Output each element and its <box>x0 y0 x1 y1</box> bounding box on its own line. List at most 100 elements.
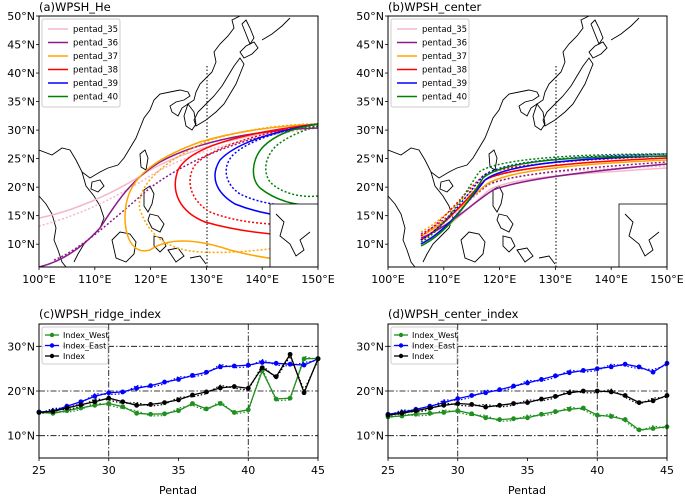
legend-marker <box>398 353 404 359</box>
x-tick-label: 45 <box>660 464 674 477</box>
data-point <box>259 365 265 371</box>
legend-marker <box>49 343 55 348</box>
data-point <box>413 408 419 414</box>
data-point <box>287 361 293 367</box>
data-point <box>413 411 419 417</box>
data-point <box>176 408 181 414</box>
lat-tick-label: 35°N <box>7 96 35 109</box>
inset-box <box>618 203 668 268</box>
inset-box <box>269 203 319 268</box>
data-point <box>399 410 405 416</box>
data-point <box>245 362 251 368</box>
data-point <box>148 402 154 407</box>
data-point <box>497 417 502 422</box>
panel-c-title: (c)WPSH_ridge_index <box>39 307 161 321</box>
data-point <box>539 411 544 417</box>
panel-d: (d)WPSH_center_index 10°N 20°N 30°N 25 30 35 4… <box>356 307 674 497</box>
data-point <box>106 401 112 406</box>
lon-tick-label: 120°E <box>483 273 516 286</box>
lat-tick-label: 20°N <box>356 181 384 194</box>
legend-label: Index_West <box>412 331 458 340</box>
data-point <box>650 398 656 404</box>
lon-tick-label: 150°E <box>650 273 683 286</box>
lat-tick-label: 50°N <box>7 10 35 23</box>
series-dotted-line <box>387 405 668 433</box>
lat-tick-label: 10°N <box>7 238 35 251</box>
data-point <box>594 366 600 372</box>
lon-tick-label: 140°E <box>594 273 627 286</box>
data-point <box>217 385 223 391</box>
lat-tick-label: 45°N <box>7 39 35 52</box>
lon-tick-label: 110°E <box>427 273 460 286</box>
x-tick-label: 30 <box>102 464 116 477</box>
data-point <box>455 396 461 401</box>
lat-tick-label: 30°N <box>356 124 384 137</box>
data-point <box>176 376 181 382</box>
lat-tick-label: 15°N <box>356 210 384 223</box>
data-point <box>92 393 98 399</box>
data-point <box>92 402 98 408</box>
data-point <box>134 402 140 408</box>
lat-tick-label: 25°N <box>356 153 384 166</box>
legend-marker <box>49 332 55 338</box>
x-tick-label: 30 <box>451 464 465 477</box>
data-point <box>455 401 461 406</box>
data-point <box>608 414 614 419</box>
data-point <box>566 406 572 412</box>
data-point <box>650 426 656 431</box>
data-point <box>231 384 237 389</box>
data-point <box>539 396 544 402</box>
legend-label: Index_West <box>63 331 109 340</box>
y-tick-label: 20°N <box>356 385 384 398</box>
x-tick-label: 40 <box>241 464 255 477</box>
chart-frame-c <box>38 323 319 459</box>
x-tick-label: 40 <box>590 464 604 477</box>
data-point <box>441 410 447 415</box>
data-point <box>594 388 600 394</box>
data-point <box>273 360 279 366</box>
lat-tick-label: 30°N <box>7 124 35 137</box>
data-point <box>525 400 530 406</box>
data-point <box>217 364 223 370</box>
legend-label: pentad_40 <box>73 93 118 103</box>
panel-c: (c)WPSH_ridge_index 10°N 20°N 30°N 25 30 35 40… <box>7 307 325 497</box>
y-tick-label: 10°N <box>7 430 35 443</box>
lat-tick-label: 20°N <box>7 181 35 194</box>
index-legend-d <box>390 326 458 365</box>
lon-tick-label: 130°E <box>539 273 572 286</box>
data-point <box>525 380 530 386</box>
data-point <box>497 402 502 408</box>
lon-tick-label: 140°E <box>245 273 278 286</box>
data-point <box>273 396 279 402</box>
lon-tick-label: 130°E <box>190 273 223 286</box>
data-point <box>427 410 433 416</box>
data-point <box>78 402 84 408</box>
data-point <box>162 400 167 406</box>
data-point <box>301 390 307 396</box>
legend-marker <box>398 343 404 348</box>
curve-pentad-40 <box>252 123 318 207</box>
data-point <box>204 389 209 395</box>
data-point <box>553 373 558 379</box>
lat-tick-label: 45°N <box>356 39 384 52</box>
x-tick-label: 25 <box>381 464 395 477</box>
data-point <box>134 410 140 416</box>
curve-pentad-37 <box>124 123 318 263</box>
panel-b: (b)WPSH_center <box>356 0 684 286</box>
data-point <box>608 364 614 370</box>
data-point <box>455 408 461 414</box>
lat-tick-label: 40°N <box>356 67 384 80</box>
data-point <box>92 399 98 405</box>
data-point <box>245 385 251 391</box>
panel-a-title: (a)WPSH_He <box>39 0 111 14</box>
legend-label: pentad_36 <box>73 39 118 49</box>
data-point <box>650 369 656 375</box>
legend-label: pentad_38 <box>422 66 467 76</box>
y-tick-label: 30°N <box>7 340 35 353</box>
curve-center-40 <box>420 153 667 247</box>
legend-label: Index <box>412 352 434 361</box>
x-tick-label: 35 <box>521 464 535 477</box>
lat-tick-label: 15°N <box>7 210 35 223</box>
legend-label: Index_East <box>63 342 106 351</box>
